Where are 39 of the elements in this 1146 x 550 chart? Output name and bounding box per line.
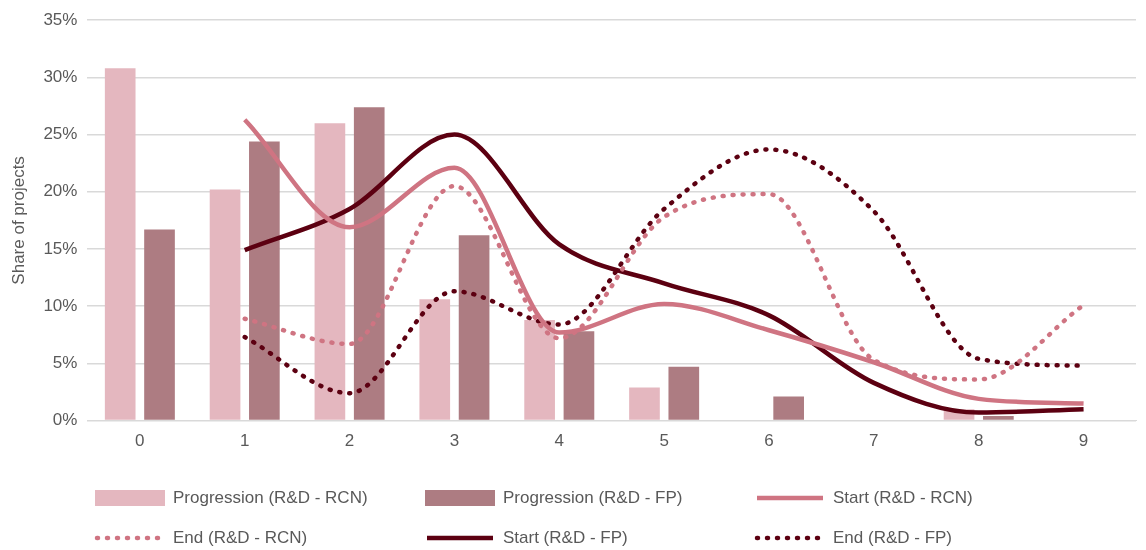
bar — [249, 141, 280, 420]
bar — [563, 331, 595, 420]
bar — [209, 189, 241, 420]
x-tick-label: 7 — [869, 431, 879, 451]
legend-label: End (R&D - RCN) — [173, 527, 308, 547]
bar — [419, 299, 451, 420]
y-tick-label: 0% — [52, 410, 78, 430]
bar — [629, 387, 660, 420]
x-tick-label: 3 — [449, 431, 460, 451]
x-tick-label: 1 — [239, 431, 250, 451]
y-tick-label: 30% — [43, 67, 78, 87]
x-tick-label: 9 — [1078, 431, 1089, 451]
legend-label: End (R&D - FP) — [833, 527, 953, 547]
legend-label: Start (R&D - RCN) — [833, 487, 973, 507]
y-tick-label: 15% — [43, 238, 78, 258]
bar — [773, 396, 804, 420]
bar — [314, 123, 346, 420]
legend-label: Progression (R&D - RCN) — [173, 487, 368, 507]
bar — [104, 68, 136, 420]
x-tick-label: 5 — [659, 431, 669, 451]
x-tick-label: 0 — [135, 431, 145, 451]
bar — [144, 229, 175, 420]
legend-label: Start (R&D - FP) — [503, 527, 628, 547]
legend-label: Progression (R&D - FP) — [503, 487, 683, 507]
y-tick-label: 5% — [52, 353, 78, 373]
y-tick-label: 35% — [43, 9, 78, 29]
x-tick-label: 4 — [554, 431, 565, 451]
x-tick-label: 8 — [973, 431, 984, 451]
y-axis-title: Share of projects — [8, 156, 28, 285]
x-tick-label: 2 — [344, 431, 355, 451]
y-tick-label: 25% — [43, 124, 78, 144]
bar — [353, 107, 385, 420]
y-tick-label: 20% — [43, 181, 78, 201]
x-tick-label: 6 — [764, 431, 774, 451]
bar — [668, 366, 700, 420]
bar — [524, 319, 555, 420]
bar — [458, 235, 490, 420]
y-tick-label: 10% — [43, 295, 78, 315]
bar — [983, 416, 1014, 420]
